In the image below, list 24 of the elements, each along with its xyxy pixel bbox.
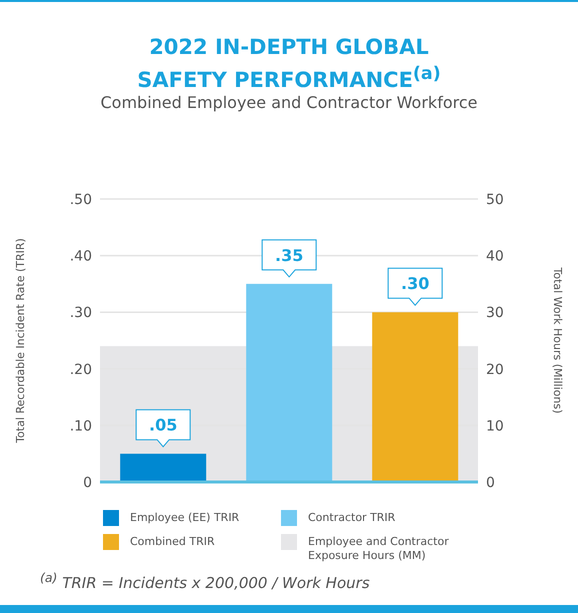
y2-tick-label: 50 — [486, 192, 504, 208]
data-label: .35 — [274, 246, 304, 265]
data-label: .30 — [400, 274, 430, 294]
y-tick-label: .40 — [70, 248, 92, 265]
legend-label: Combined TRIR — [130, 535, 215, 549]
y-axis-title: Total Recordable Incident Rate (TRIR) — [14, 238, 27, 444]
y2-axis-title: Total Work Hours (Millions) — [551, 266, 564, 414]
y2-tick-label: 10 — [486, 418, 504, 434]
data-label: .05 — [148, 416, 178, 435]
y-tick-label: 0 — [83, 474, 92, 491]
text: $^{(a)}$ TRIR = Incidents x 200,000 / Work Hours — [40, 570, 370, 592]
chart-title: 2022 IN-DEPTH GLOBAL SAFETY PERFORMANCE$^{(a)}$ — [136, 34, 442, 94]
legend-label: Employee and Contractor Exposure Hours (MM) — [308, 535, 450, 563]
y-tick-label: .10 — [70, 418, 92, 434]
y2-tick-label: 0 — [486, 474, 495, 491]
chart-subtitle: Combined Employee and Contractor Workforce — [100, 93, 478, 112]
y-tick-label: .20 — [70, 362, 92, 378]
y2-tick-label: 20 — [486, 362, 504, 378]
legend-label: Contractor TRIR — [308, 511, 396, 525]
y-tick-label: .50 — [70, 192, 92, 208]
y2-tick-label: 40 — [486, 248, 504, 265]
y2-tick-label: 30 — [486, 305, 504, 322]
y-tick-label: .30 — [70, 305, 92, 322]
legend-label: Employee (EE) TRIR — [130, 511, 240, 525]
